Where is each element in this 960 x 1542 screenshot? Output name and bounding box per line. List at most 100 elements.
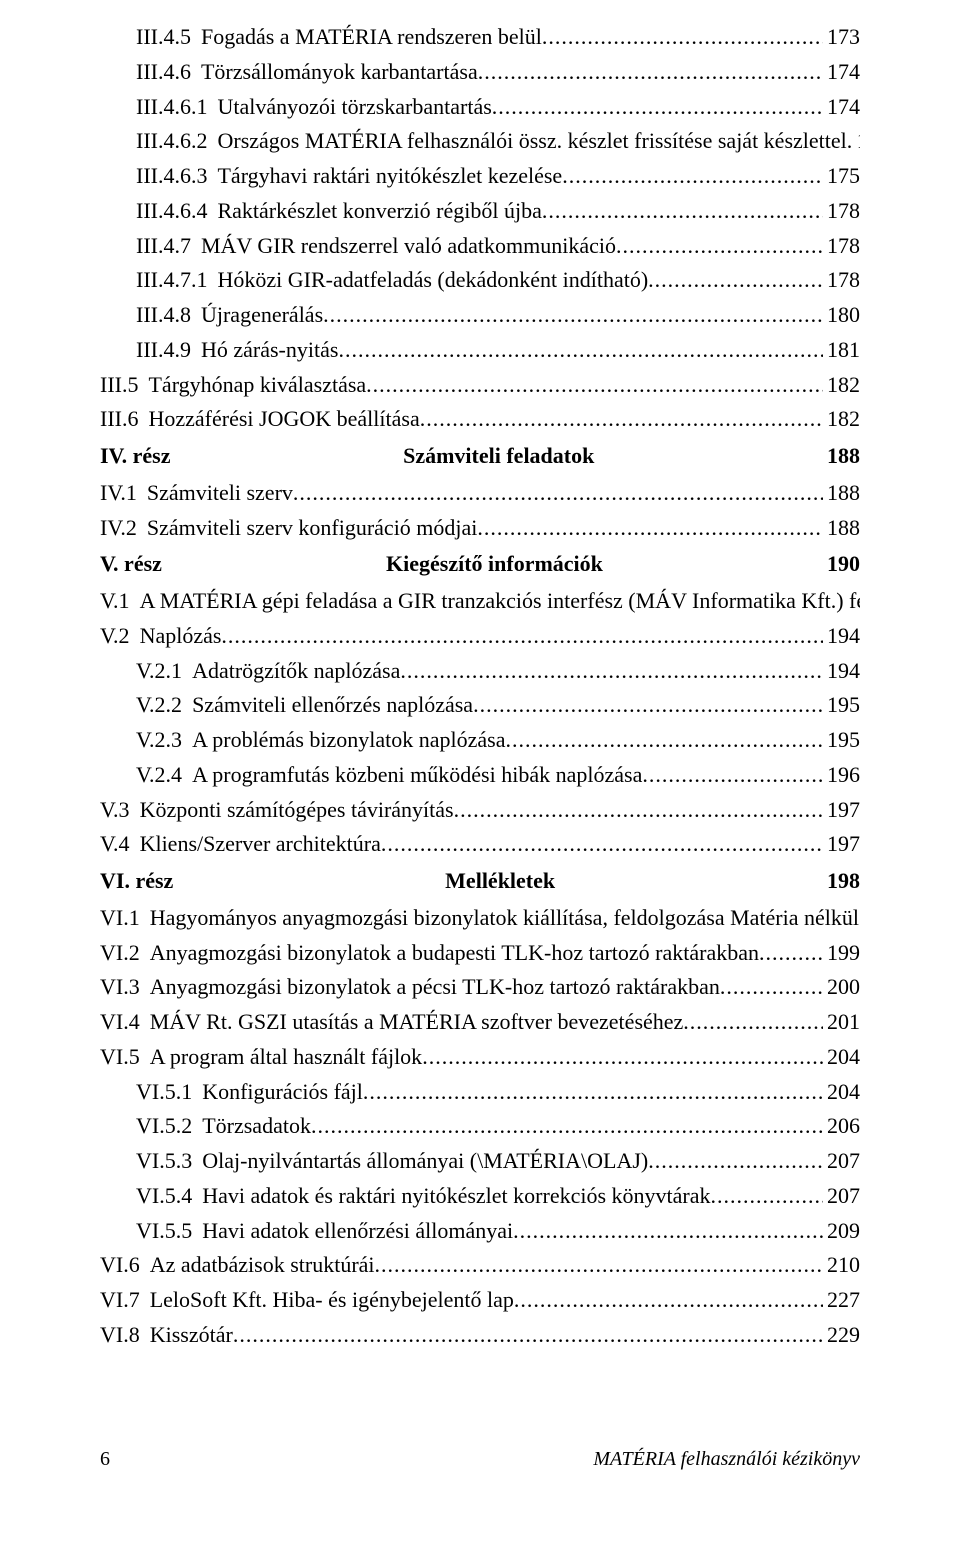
toc-leader-dots bbox=[514, 1283, 823, 1318]
toc-entry-title: Utalványozói törzskarbantartás bbox=[217, 90, 491, 125]
toc-leader-dots bbox=[478, 55, 823, 90]
toc-entry: V.1A MATÉRIA gépi feladása a GIR tranzak… bbox=[100, 584, 860, 619]
toc-entry-page: 178 bbox=[823, 194, 860, 229]
toc-entry: VI.6Az adatbázisok struktúrái210 bbox=[100, 1248, 860, 1283]
toc-entry-title: Tárgyhavi raktári nyitókészlet kezelése bbox=[217, 159, 562, 194]
toc-entry-page: 174 bbox=[853, 124, 860, 159]
toc-part-number: IV. rész bbox=[100, 439, 170, 474]
footer-title: MATÉRIA felhasználói kézikönyv bbox=[593, 1444, 860, 1476]
toc-part-title: Számviteli feladatok bbox=[170, 439, 827, 474]
toc-entry: III.4.6.4Raktárkészlet konverzió régiből… bbox=[100, 194, 860, 229]
toc-entry-title: Adatrögzítők naplózása bbox=[192, 654, 400, 689]
toc-entry-page: 173 bbox=[823, 20, 860, 55]
toc-part-page: 198 bbox=[827, 864, 860, 899]
toc-leader-dots bbox=[375, 1248, 823, 1283]
toc-leader-dots bbox=[338, 333, 823, 368]
toc-entry-title: Anyagmozgási bizonylatok a budapesti TLK… bbox=[150, 936, 759, 971]
toc-entry-number: III.4.7 bbox=[136, 229, 191, 264]
toc-entry-page: 188 bbox=[823, 511, 860, 546]
toc-entry-number: V.4 bbox=[100, 827, 130, 862]
table-of-contents: III.4.5Fogadás a MATÉRIA rendszeren belü… bbox=[100, 20, 860, 1353]
toc-entry-number: III.4.9 bbox=[136, 333, 191, 368]
toc-entry-page: 196 bbox=[823, 758, 860, 793]
toc-entry-number: III.4.6.2 bbox=[136, 124, 207, 159]
toc-entry-title: A problémás bizonylatok naplózása bbox=[192, 723, 505, 758]
toc-entry: VI.2 Anyagmozgási bizonylatok a budapesti… bbox=[100, 936, 860, 971]
toc-entry-title: Országos MATÉRIA felhasználói össz. kész… bbox=[217, 124, 846, 159]
toc-entry-title: Anyagmozgási bizonylatok a pécsi TLK-hoz… bbox=[150, 970, 720, 1005]
toc-leader-dots bbox=[492, 90, 823, 125]
toc-entry-number: III.4.7.1 bbox=[136, 263, 207, 298]
toc-entry-number: VI.2 bbox=[100, 936, 140, 971]
toc-leader-dots bbox=[505, 723, 823, 758]
toc-entry-page: 197 bbox=[823, 827, 860, 862]
toc-entry-title: Tárgyhónap kiválasztása bbox=[148, 368, 366, 403]
toc-entry-page: 229 bbox=[823, 1318, 860, 1353]
toc-leader-dots bbox=[233, 1318, 823, 1353]
toc-entry: V.2Naplózás194 bbox=[100, 619, 860, 654]
toc-entry-number: VI.5.5 bbox=[136, 1214, 192, 1249]
toc-entry-page: 178 bbox=[823, 229, 860, 264]
toc-part-number: VI. rész bbox=[100, 864, 173, 899]
toc-entry-title: A program által használt fájlok bbox=[150, 1040, 422, 1075]
toc-entry-number: IV.2 bbox=[100, 511, 137, 546]
page: III.4.5Fogadás a MATÉRIA rendszeren belü… bbox=[0, 0, 960, 1542]
toc-entry: V.2.3A problémás bizonylatok naplózása19… bbox=[100, 723, 860, 758]
toc-entry-page: 182 bbox=[823, 402, 860, 437]
toc-part-number: V. rész bbox=[100, 547, 162, 582]
toc-entry-title: Havi adatok ellenőrzési állományai bbox=[202, 1214, 513, 1249]
toc-leader-dots bbox=[366, 368, 823, 403]
toc-entry-number: VI.6 bbox=[100, 1248, 140, 1283]
toc-entry-title: Hozzáférési JOGOK beállítása bbox=[148, 402, 419, 437]
toc-entry: VI.5.5 Havi adatok ellenőrzési állományai… bbox=[100, 1214, 860, 1249]
toc-entry-page: 174 bbox=[823, 90, 860, 125]
toc-entry-page: 227 bbox=[823, 1283, 860, 1318]
toc-entry-title: Kisszótár bbox=[150, 1318, 233, 1353]
toc-leader-dots bbox=[323, 298, 823, 333]
toc-entry-number: III.4.8 bbox=[136, 298, 191, 333]
toc-entry-title: Számviteli ellenőrzés naplózása bbox=[192, 688, 473, 723]
toc-entry-title: Hóközi GIR-adatfeladás (dekádonként indí… bbox=[217, 263, 648, 298]
toc-entry-page: 199 bbox=[823, 936, 860, 971]
toc-entry-title: Olaj-nyilvántartás állományai (\MATÉRIA\… bbox=[202, 1144, 648, 1179]
toc-leader-dots bbox=[562, 159, 823, 194]
toc-entry-title: Havi adatok és raktári nyitókészlet korr… bbox=[202, 1179, 710, 1214]
toc-leader-dots bbox=[473, 688, 823, 723]
toc-leader-dots bbox=[542, 194, 823, 229]
toc-entry-title: Törzsadatok bbox=[202, 1109, 311, 1144]
toc-entry-number: III.4.5 bbox=[136, 20, 191, 55]
toc-entry-page: 181 bbox=[823, 333, 860, 368]
toc-entry-title: Raktárkészlet konverzió régiből újba bbox=[217, 194, 541, 229]
toc-entry-number: V.2.2 bbox=[136, 688, 182, 723]
toc-entry-title: Kliens/Szerver architektúra bbox=[140, 827, 381, 862]
toc-entry: III.4.6.1 Utalványozói törzskarbantartás 1… bbox=[100, 90, 860, 125]
toc-entry: VI.5.2Törzsadatok206 bbox=[100, 1109, 860, 1144]
toc-entry: VI.7 LeloSoft Kft. Hiba- és igénybejelent… bbox=[100, 1283, 860, 1318]
toc-entry: III.6Hozzáférési JOGOK beállítása182 bbox=[100, 402, 860, 437]
toc-leader-dots bbox=[648, 263, 823, 298]
toc-part-heading: VI. részMellékletek198 bbox=[100, 864, 860, 899]
toc-entry-number: VI.7 bbox=[100, 1283, 140, 1318]
toc-entry-number: III.4.6 bbox=[136, 55, 191, 90]
toc-entry-page: 182 bbox=[823, 368, 860, 403]
toc-entry-title: LeloSoft Kft. Hiba- és igénybejelentő la… bbox=[150, 1283, 514, 1318]
toc-entry-number: VI.1 bbox=[100, 901, 140, 936]
toc-leader-dots bbox=[859, 901, 860, 936]
toc-leader-dots bbox=[648, 1144, 823, 1179]
toc-entry-page: 206 bbox=[823, 1109, 860, 1144]
toc-entry-title: Központi számítógépes távirányítás bbox=[140, 793, 454, 828]
toc-entry-page: 178 bbox=[823, 263, 860, 298]
toc-entry-number: III.4.6.1 bbox=[136, 90, 207, 125]
toc-entry: III.4.6Törzsállományok karbantartása174 bbox=[100, 55, 860, 90]
toc-entry-page: 194 bbox=[823, 619, 860, 654]
toc-entry-page: 174 bbox=[823, 55, 860, 90]
toc-entry-page: 210 bbox=[823, 1248, 860, 1283]
toc-leader-dots bbox=[363, 1075, 823, 1110]
toc-entry: VI.5.4Havi adatok és raktári nyitókészle… bbox=[100, 1179, 860, 1214]
toc-part-page: 188 bbox=[827, 439, 860, 474]
toc-part-title: Mellékletek bbox=[173, 864, 827, 899]
toc-entry-title: Hagyományos anyagmozgási bizonylatok kiá… bbox=[150, 901, 859, 936]
toc-entry-number: VI.5.1 bbox=[136, 1075, 192, 1110]
toc-entry-title: Számviteli szerv konfiguráció módjai bbox=[147, 511, 478, 546]
toc-entry-number: V.1 bbox=[100, 584, 130, 619]
